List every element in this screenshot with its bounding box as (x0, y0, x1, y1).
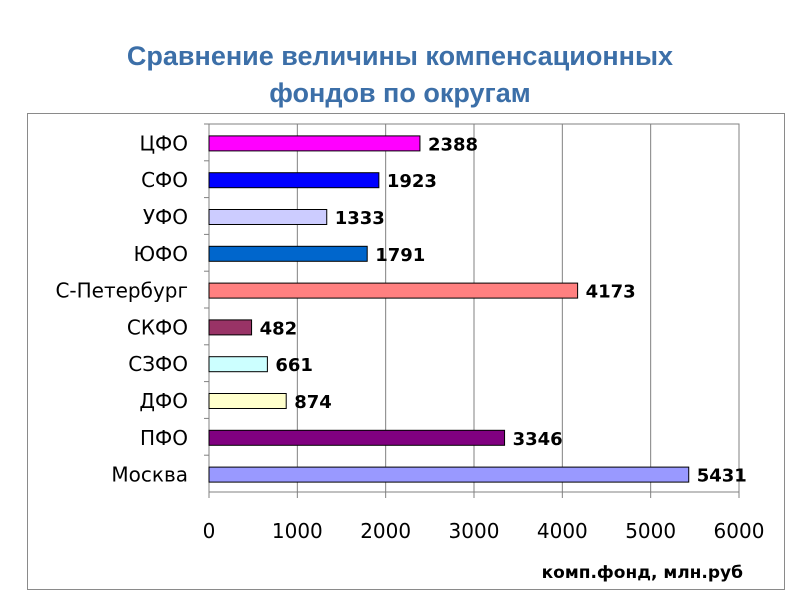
category-label: ЮФО (133, 242, 188, 266)
x-tick-label: 3000 (449, 519, 500, 543)
x-tick-label: 4000 (537, 519, 588, 543)
x-tick-label: 2000 (360, 519, 411, 543)
bars (208, 135, 690, 483)
data-label: 2388 (428, 134, 478, 155)
chart-title-line-1: Сравнение величины компенсационных (126, 41, 674, 71)
category-label: ПФО (140, 426, 188, 450)
category-label: ДФО (139, 389, 188, 413)
category-label: СЗФО (128, 352, 188, 376)
data-label: 1923 (387, 171, 437, 192)
category-label: ЦФО (140, 131, 189, 155)
chart-title-line-2: фондов по округам (269, 78, 531, 108)
bar-3 (208, 209, 328, 225)
category-label: СКФО (127, 315, 188, 339)
x-tick-label: 6000 (714, 519, 765, 543)
data-label: 1333 (335, 208, 385, 229)
data-label: 1791 (375, 245, 425, 266)
bar-8 (208, 393, 287, 409)
bar-9 (208, 429, 506, 446)
bar-1 (208, 135, 421, 152)
data-label: 661 (275, 355, 313, 376)
bar-2 (208, 172, 380, 189)
bar-5 (208, 282, 579, 299)
data-label: 874 (294, 392, 332, 413)
chart-title: Сравнение величины компенсационных фондо… (0, 38, 800, 112)
bar-4 (208, 245, 368, 262)
x-axis-title: комп.фонд, млн.руб (542, 563, 744, 583)
x-tick-label: 1000 (272, 519, 323, 543)
category-label: Москва (111, 463, 188, 487)
category-label: С-Петербург (55, 279, 188, 303)
bar-6 (208, 319, 253, 336)
category-label: УФО (143, 205, 188, 229)
data-label: 482 (260, 318, 298, 339)
chart-frame (27, 113, 785, 590)
data-label: 3346 (513, 429, 563, 450)
bar-7 (208, 356, 268, 373)
x-tick-label: 5000 (625, 519, 676, 543)
labels: 0 1000 2000 3000 4000 5000 6000 ЦФО 2388 СФО 1923 У… (55, 131, 764, 583)
category-label: СФО (141, 168, 188, 192)
data-label: 4173 (586, 282, 636, 303)
data-label: 5431 (697, 466, 747, 487)
x-tick-label: 0 (203, 519, 216, 543)
bar-10 (208, 466, 690, 483)
